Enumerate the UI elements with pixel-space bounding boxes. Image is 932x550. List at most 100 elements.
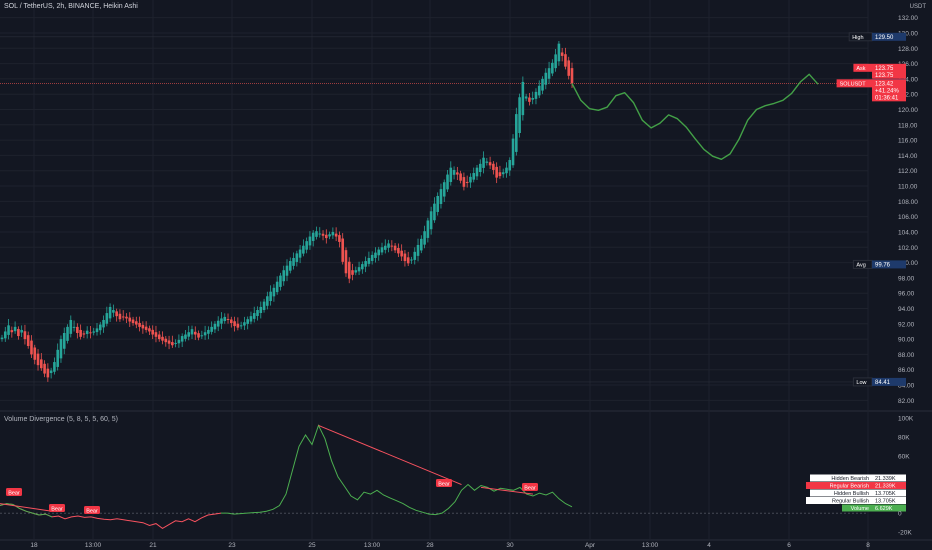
price-tick-label: 114.00 [898, 153, 918, 160]
time-tick-label: 13:00 [364, 542, 381, 549]
candle-body [236, 323, 240, 328]
candle-body [102, 319, 105, 328]
price-tick-label: 94.00 [898, 306, 915, 313]
projection-curve [571, 73, 819, 160]
price-tick-label: 110.00 [898, 184, 918, 191]
bear-label-bg [436, 479, 452, 487]
candle-body [537, 85, 541, 96]
candles [0, 40, 574, 382]
candle-body [285, 265, 289, 276]
indicator-label-name: Hidden Bearish [831, 476, 869, 482]
candle-body [249, 316, 253, 322]
candle-body [40, 359, 43, 369]
time-tick-label: 28 [426, 542, 434, 549]
candle-body [475, 167, 479, 177]
candle-body [0, 337, 4, 340]
candle-body [387, 243, 390, 248]
candle-body [364, 261, 367, 267]
candle-body [151, 329, 154, 335]
candle-body [13, 326, 17, 332]
candle-body [554, 54, 557, 69]
candle-body [108, 306, 112, 319]
candle-body [315, 231, 318, 237]
projection-line [571, 73, 819, 160]
candle-body [177, 339, 181, 344]
candle-body [233, 321, 236, 327]
candle-body [197, 333, 200, 338]
candle-body [485, 161, 489, 163]
candle-body [380, 247, 384, 253]
candle-body [82, 333, 86, 335]
time-tick-label: 23 [228, 542, 236, 549]
indicator-title[interactable]: Volume Divergence (5, 8, 5, 5, 60, 5) [4, 416, 119, 423]
candle-body [462, 177, 466, 187]
candle-body [410, 259, 413, 261]
candle-body [390, 245, 394, 247]
candle-body [351, 270, 354, 275]
price-label-value-bg [872, 63, 906, 72]
candle-body [420, 238, 423, 251]
candle-body [501, 172, 505, 175]
price-label-value: 84.41 [875, 380, 891, 386]
indicator-tick-label: 80K [898, 434, 910, 441]
candle-body [279, 275, 282, 287]
indicator-label-value-bg [872, 489, 906, 497]
candle-body [20, 329, 23, 333]
candle-body [154, 332, 158, 337]
candle-body [79, 329, 82, 337]
candle-body [180, 336, 184, 342]
indicator-label-name: Regular Bearish [830, 484, 869, 490]
price-tick-label: 116.00 [898, 138, 918, 145]
candle-body [269, 291, 272, 302]
candle-body [203, 332, 207, 336]
time-tick-label: 13:00 [85, 542, 102, 549]
time-tick-label: 6 [787, 542, 791, 549]
price-label-name: Ask [856, 66, 865, 72]
candle-body [243, 322, 246, 326]
candle-body [570, 68, 574, 84]
candle-body [210, 326, 213, 332]
price-labels: High129.50Ask123.75123.75Bid123.74SOLUSD… [836, 32, 906, 387]
candle-body [131, 319, 135, 324]
candle-body [184, 334, 187, 339]
indicator-label-name-bg [806, 497, 872, 504]
indicator-label-name-bg [810, 489, 872, 497]
price-label-value-bg [872, 32, 906, 41]
indicator-label-value: 13.705K [875, 499, 896, 505]
symbol-title[interactable]: SOL / TetherUS, 2h, BINANCE, Heikin Ashi [4, 3, 138, 10]
indicator-label-value-bg [872, 504, 906, 512]
indicator-tick-label: 0 [898, 511, 902, 518]
candle-body [482, 157, 485, 168]
candle-body [118, 313, 122, 320]
price-label-value: 99.76 [875, 263, 891, 269]
price-tick-label: 98.00 [898, 275, 915, 282]
candle-body [246, 319, 249, 324]
axes: 132.00 130.00 128.00 126.00 124.00 122.00 120.… [30, 15, 918, 549]
candle-body [524, 96, 528, 99]
candle-body [282, 270, 286, 282]
indicator-pane: Bear Bear Bear Bear Bear Hidden Bearish 21.339… [0, 424, 906, 529]
candle-body [298, 249, 302, 258]
candle-body [125, 316, 128, 319]
candle-body [76, 326, 79, 333]
price-tick-label: 120.00 [898, 107, 918, 114]
indicator-label-value-bg [872, 474, 906, 482]
price-label-value-bg [872, 93, 906, 102]
candle-body [53, 362, 56, 372]
candle-body [449, 167, 453, 182]
candle-body [161, 336, 164, 341]
price-tick-label: 132.00 [898, 15, 918, 22]
candle-body [452, 169, 456, 175]
candle-body [66, 326, 69, 341]
indicator-label-name: Volume [851, 506, 869, 512]
price-tick-label: 84.00 [898, 383, 915, 390]
candle-body [239, 325, 243, 327]
candle-body [374, 252, 377, 258]
candle-body [544, 72, 548, 85]
price-label-name-bg [836, 79, 872, 88]
candle-body [135, 321, 138, 325]
candle-body [423, 231, 426, 245]
candle-body [328, 234, 331, 237]
